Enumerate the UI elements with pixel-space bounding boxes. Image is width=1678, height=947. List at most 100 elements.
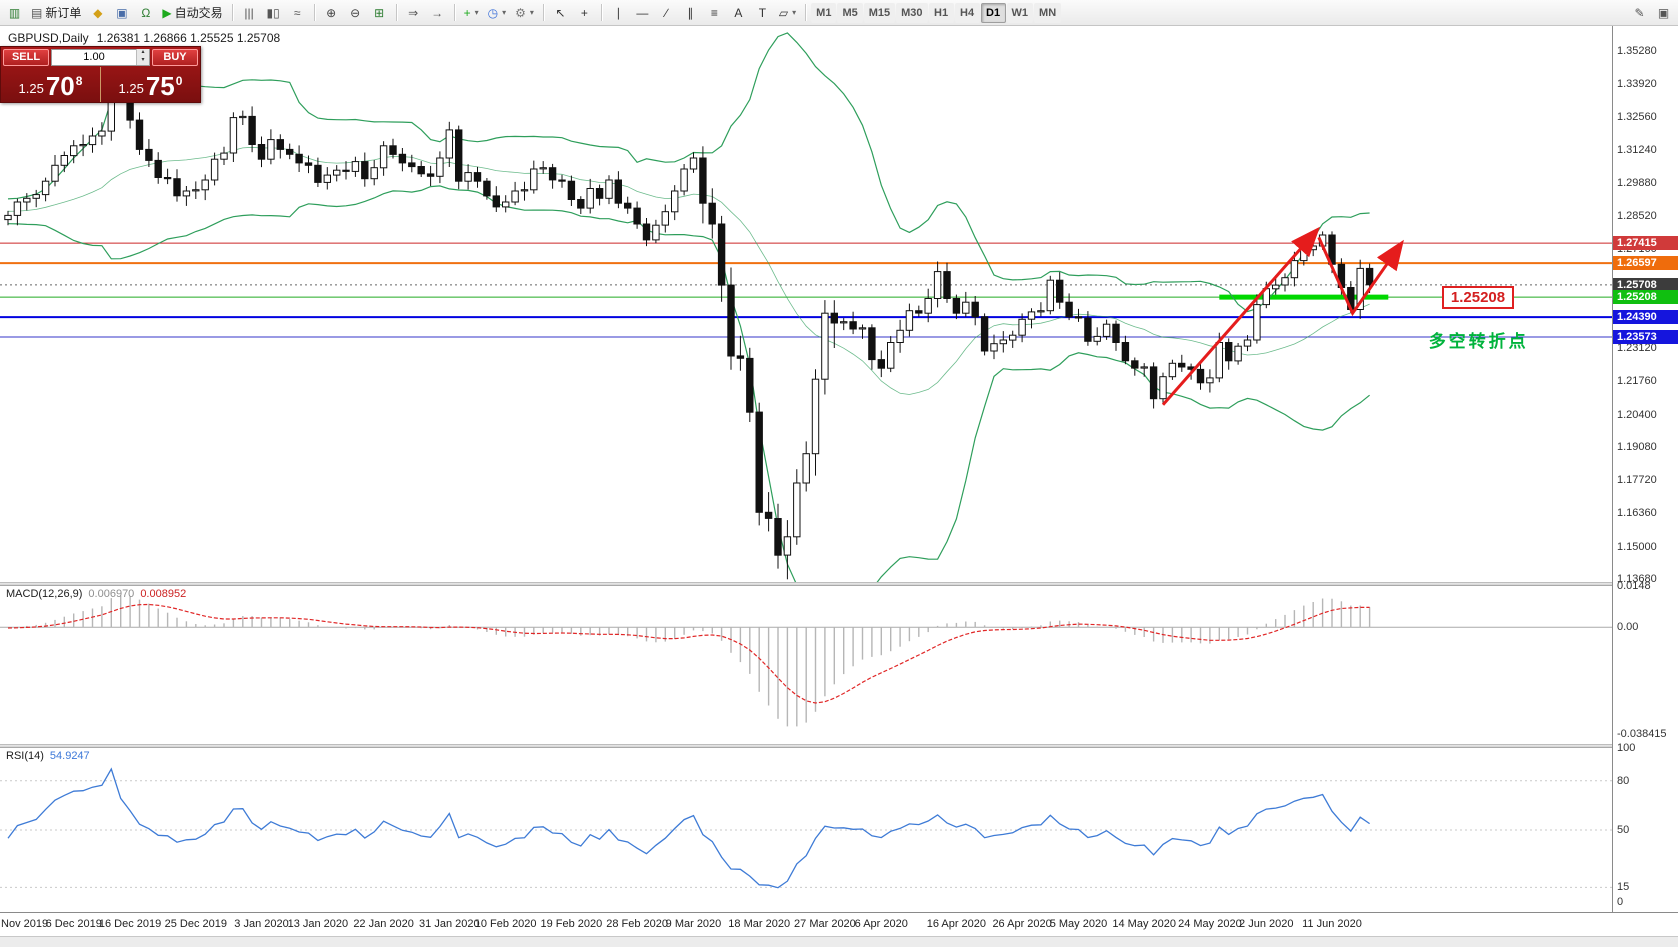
mql5-icon[interactable]: ◆	[86, 2, 109, 23]
price-axis-label: 1.21760	[1617, 375, 1657, 388]
cursor-icon: ↖	[555, 5, 566, 20]
date-label: 16 Dec 2019	[98, 918, 162, 930]
sell-price-button[interactable]: 1.25 70 8	[1, 67, 101, 102]
rsi-panel[interactable]: RSI(14) 54.9247	[0, 748, 1612, 912]
timeframe-m5-button[interactable]: M5	[837, 2, 863, 23]
zoom-in-icon[interactable]: ⊕	[320, 2, 343, 23]
shift-end-icon[interactable]: →	[426, 2, 449, 23]
pencil-icon[interactable]: ✎	[1628, 2, 1651, 23]
rsi-canvas	[0, 767, 1612, 889]
panel-icon[interactable]: ▣	[1652, 2, 1675, 23]
panel-separator[interactable]	[0, 582, 1678, 586]
fibonacci-icon: ≡	[710, 5, 718, 20]
volume-decrease-button[interactable]: ▾	[137, 57, 149, 65]
dropdown-caret-icon: ▾	[474, 8, 479, 17]
support-icon[interactable]: Ω	[134, 2, 157, 23]
turning-point-annotation[interactable]: 多空转折点	[1428, 331, 1529, 351]
price-axis-label: 1.35280	[1617, 44, 1657, 57]
price-axis[interactable]: 1.35280 1.33920 1.32560 1.31240 1.29880 1.285…	[1612, 26, 1678, 912]
mql5-icon: ◆	[93, 5, 103, 20]
new-chart-mini-icon[interactable]: ▥	[3, 2, 26, 23]
date-label: 26 Apr 2020	[992, 918, 1052, 930]
rsi-axis-label: 0	[1617, 896, 1624, 908]
timeframe-m1-button[interactable]: M1	[811, 2, 837, 23]
horizontal-line-icon[interactable]: ―	[631, 2, 654, 23]
rsi-line	[7, 767, 1370, 889]
timeframe-d1-button[interactable]: D1	[980, 2, 1006, 23]
timeframe-h1-button[interactable]: H1	[928, 2, 954, 23]
date-label: 24 May 2020	[1178, 918, 1242, 930]
timeframe-w1-button[interactable]: W1	[1006, 2, 1034, 23]
date-label: 11 Jun 2020	[1302, 918, 1362, 930]
buy-price-button[interactable]: 1.25 75 0	[118, 71, 183, 101]
community-icon[interactable]: ▣	[110, 2, 133, 23]
date-label: 9 Mar 2020	[665, 918, 722, 930]
trend-arrows-layer[interactable]	[1161, 226, 1404, 406]
ohlc-values: 1.26381 1.26866 1.25525 1.25708	[96, 31, 281, 45]
price-tag: 1.23573	[1613, 330, 1678, 344]
date-label: 6 Apr 2020	[854, 918, 908, 930]
periods-icon[interactable]: ◷ ▾	[484, 2, 511, 23]
timeframe-m30-button[interactable]: M30	[896, 2, 928, 23]
fibonacci-icon[interactable]: ≡	[703, 2, 726, 23]
date-label: 16 Apr 2020	[926, 918, 987, 930]
vertical-line-icon[interactable]: ∣	[607, 2, 630, 23]
macd-signal-line	[7, 603, 1370, 704]
dropdown-caret-icon: ▾	[502, 8, 507, 17]
auto-scroll-icon: ⇒	[408, 5, 419, 20]
auto-scroll-icon[interactable]: ⇒	[402, 2, 425, 23]
toolbar: ▥ ▤ 新订单 ◆ ▣ Ω ▶ 自动交易 ||| ▮▯ ≈ ⊕ ⊖ ⊞ ⇒ → + ▾ ◷ ▾ ⚙ ▾ ↖ + ∣ ― ∕ ∥ ≡ A T ▱…	[0, 0, 1678, 26]
macd-signal-value: 0.008952	[140, 588, 187, 600]
support-price-callout[interactable]: 1.25208	[1441, 286, 1515, 309]
macd-title: MACD(12,26,9)	[6, 588, 83, 600]
toolbar-separator	[453, 4, 455, 21]
templates-icon[interactable]: ⚙ ▾	[511, 2, 538, 23]
rsi-levels	[0, 780, 1612, 888]
timeframe-mn-button[interactable]: MN	[1034, 2, 1062, 23]
main-chart-panel[interactable]: GBPUSD,Daily 1.26381 1.26866 1.25525 1.25…	[0, 26, 1612, 582]
periods-icon: ◷	[487, 5, 499, 20]
cursor-icon[interactable]: ↖	[549, 2, 572, 23]
date-label: 25 Dec 2019	[164, 918, 227, 930]
tile-windows-icon: ⊞	[374, 5, 385, 20]
bar-chart-icon[interactable]: |||	[238, 2, 261, 23]
price-axis-label: 1.31240	[1617, 143, 1657, 156]
timeframe-h4-button[interactable]: H4	[954, 2, 980, 23]
candlestick-chart-icon: ▮▯	[266, 5, 280, 20]
new-order-button[interactable]: ▤ 新订单	[27, 2, 85, 23]
shift-end-icon: →	[431, 5, 444, 20]
price-tag: 1.27415	[1613, 236, 1678, 251]
price-axis-label: 1.28520	[1617, 210, 1657, 223]
timeframe-m15-button[interactable]: M15	[863, 2, 896, 23]
main-chart-canvas[interactable]	[0, 26, 1612, 582]
label-icon[interactable]: T	[751, 2, 774, 23]
date-label: 18 Mar 2020	[728, 918, 791, 930]
volume-increase-button[interactable]: ▴	[137, 49, 149, 57]
trendline-icon[interactable]: ∕	[655, 2, 678, 23]
text-icon[interactable]: A	[727, 2, 750, 23]
sell-button[interactable]: SELL	[3, 48, 49, 66]
channel-icon[interactable]: ∥	[679, 2, 702, 23]
tile-windows-icon[interactable]: ⊞	[368, 2, 391, 23]
zoom-out-icon[interactable]: ⊖	[344, 2, 367, 23]
shapes-icon[interactable]: ▱ ▾	[775, 2, 800, 23]
macd-histogram	[7, 595, 1371, 727]
auto-trading-button[interactable]: ▶ 自动交易	[158, 2, 226, 23]
toolbar-separator	[313, 4, 315, 21]
buy-button[interactable]: BUY	[152, 48, 198, 66]
panel-separator[interactable]	[0, 744, 1678, 748]
volume-input[interactable]	[52, 50, 136, 64]
price-axis-label: 1.20400	[1617, 408, 1657, 421]
crosshair-icon[interactable]: +	[573, 2, 596, 23]
macd-panel[interactable]: MACD(12,26,9) 0.006970 0.008952	[0, 586, 1612, 744]
date-label: 3 Jan 2020	[234, 918, 289, 930]
vertical-line-icon: ∣	[615, 5, 622, 20]
candlestick-chart-icon[interactable]: ▮▯	[262, 2, 285, 23]
chart-ohlc-header: GBPUSD,Daily 1.26381 1.26866 1.25525 1.25…	[8, 31, 280, 45]
rsi-axis-label: 15	[1617, 881, 1630, 894]
horizontal-lines-layer[interactable]	[0, 242, 1612, 338]
line-chart-icon[interactable]: ≈	[286, 2, 309, 23]
new-chart-icon[interactable]: + ▾	[460, 2, 483, 23]
